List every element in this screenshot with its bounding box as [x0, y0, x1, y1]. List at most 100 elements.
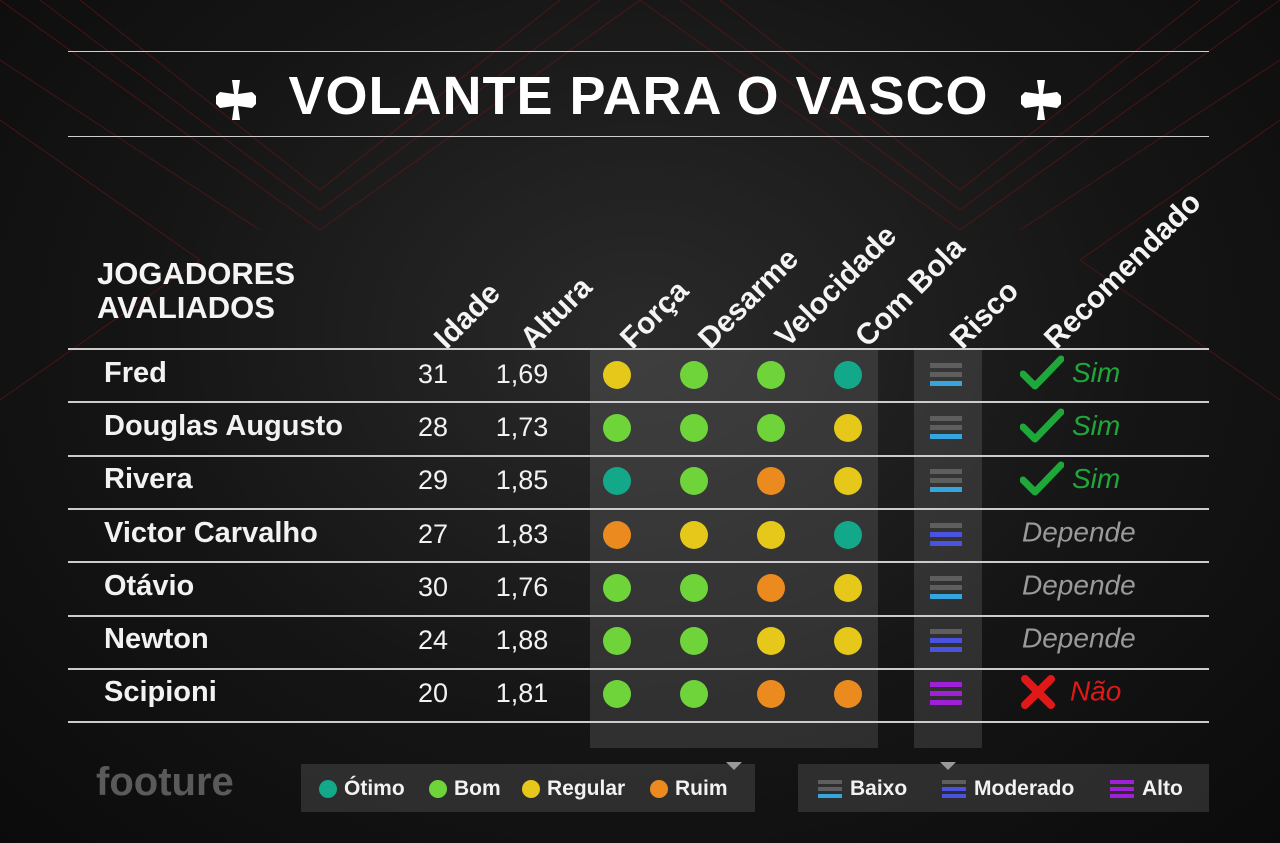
player-age: 31 — [417, 358, 449, 389]
risk-icon-baixo — [930, 362, 962, 387]
player-name: Victor Carvalho — [104, 516, 318, 549]
player-name: Douglas Augusto — [104, 409, 343, 442]
rating-dot-forca — [603, 360, 631, 389]
row-divider — [68, 667, 1209, 670]
rating-dot-forca — [603, 627, 631, 656]
recommendation-label: Sim — [1072, 463, 1121, 495]
player-age: 28 — [417, 411, 449, 442]
rating-dot-velocidade — [757, 627, 785, 656]
players-header: JOGADORES AVALIADOS — [97, 256, 296, 325]
legend-pointer — [726, 762, 742, 770]
rating-dot-com-bola — [834, 573, 862, 602]
rating-dot-desarme — [680, 627, 708, 656]
risk-icon-moderado — [930, 629, 962, 653]
risk-legend: Baixo Moderado Alto — [798, 764, 1209, 812]
legend-item-regular: Regular — [522, 777, 625, 801]
player-name: Fred — [104, 356, 167, 389]
recommendation-label: Sim — [1072, 409, 1121, 441]
recommendation-label: Não — [1070, 676, 1122, 708]
cross-icon — [216, 79, 257, 120]
risk-icon-baixo — [930, 415, 962, 440]
ratings-legend: Ótimo Bom Regular Ruim — [301, 764, 755, 812]
rating-dot-velocidade — [757, 467, 785, 496]
row-divider — [68, 348, 1209, 350]
page-title: VOLANTE PARA O VASCO — [68, 60, 1209, 132]
rating-dot-com-bola — [834, 360, 862, 389]
rating-dot-velocidade — [757, 360, 785, 389]
player-height: 1,85 — [495, 465, 549, 496]
check-icon — [1019, 408, 1065, 443]
player-height: 1,73 — [495, 411, 549, 442]
player-age: 29 — [417, 465, 449, 496]
risk-column-shade — [914, 348, 982, 748]
recommendation: Sim — [1019, 355, 1121, 391]
legend-dot — [319, 780, 337, 798]
rating-dot-forca — [603, 680, 631, 709]
player-name: Otávio — [104, 569, 195, 602]
rating-dot-desarme — [680, 467, 708, 496]
player-age: 30 — [417, 571, 449, 602]
player-age: 27 — [417, 518, 449, 549]
recommendation-label: Depende — [1022, 622, 1136, 654]
legend-risk-icon — [818, 780, 842, 798]
risk-icon-baixo — [930, 575, 962, 600]
check-icon — [1019, 355, 1065, 390]
rating-dot-forca — [603, 467, 631, 496]
player-age: 20 — [417, 678, 449, 709]
ratings-column-shade — [590, 348, 878, 748]
legend-item-otimo: Ótimo — [319, 777, 405, 801]
legend-item-ruim: Ruim — [650, 777, 728, 801]
player-name: Rivera — [104, 463, 193, 496]
recommendation: Depende — [1022, 621, 1136, 655]
player-height: 1,76 — [495, 571, 549, 602]
rating-dot-com-bola — [834, 627, 862, 656]
player-age: 24 — [417, 625, 449, 656]
legend-item-baixo: Baixo — [818, 777, 907, 801]
rating-dot-forca — [603, 573, 631, 602]
rating-dot-desarme — [680, 680, 708, 709]
risk-icon-moderado — [930, 522, 962, 547]
row-divider — [68, 507, 1209, 510]
recommendation-label: Depende — [1022, 516, 1136, 548]
recommendation: Depende — [1022, 568, 1136, 602]
legend-risk-icon — [942, 780, 966, 798]
player-height: 1,88 — [495, 625, 549, 656]
row-divider — [68, 721, 1209, 724]
recommendation: Sim — [1019, 461, 1121, 497]
legend-item-moderado: Moderado — [942, 777, 1074, 801]
player-height: 1,83 — [495, 518, 549, 549]
recommendation: Depende — [1022, 515, 1136, 549]
player-height: 1,81 — [495, 678, 549, 709]
rating-dot-com-bola — [834, 680, 862, 709]
legend-pointer — [940, 762, 956, 770]
recommendation-label: Sim — [1072, 356, 1121, 388]
recommendation: Não — [1020, 674, 1122, 710]
player-height: 1,69 — [495, 358, 549, 389]
legend-item-alto: Alto — [1110, 777, 1183, 801]
rating-dot-velocidade — [757, 520, 785, 549]
rating-dot-desarme — [680, 520, 708, 549]
rating-dot-desarme — [680, 413, 708, 442]
recommendation-label: Depende — [1022, 569, 1136, 601]
row-divider — [68, 561, 1209, 564]
legend-item-bom: Bom — [429, 777, 501, 801]
cross-icon — [1020, 79, 1061, 120]
player-name: Scipioni — [104, 676, 217, 709]
top-rule — [68, 51, 1209, 52]
rating-dot-forca — [603, 413, 631, 442]
rating-dot-com-bola — [834, 413, 862, 442]
rating-dot-com-bola — [834, 520, 862, 549]
rating-dot-desarme — [680, 360, 708, 389]
legend-dot — [650, 780, 668, 798]
legend-dot — [429, 780, 447, 798]
footure-logo: footure — [96, 760, 234, 804]
close-icon — [1021, 675, 1055, 710]
rating-dot-com-bola — [834, 467, 862, 496]
row-divider — [68, 454, 1209, 457]
recommendation: Sim — [1019, 408, 1121, 444]
risk-icon-baixo — [930, 469, 962, 493]
row-divider — [68, 614, 1209, 617]
rating-dot-velocidade — [757, 413, 785, 442]
rating-dot-forca — [603, 520, 631, 549]
